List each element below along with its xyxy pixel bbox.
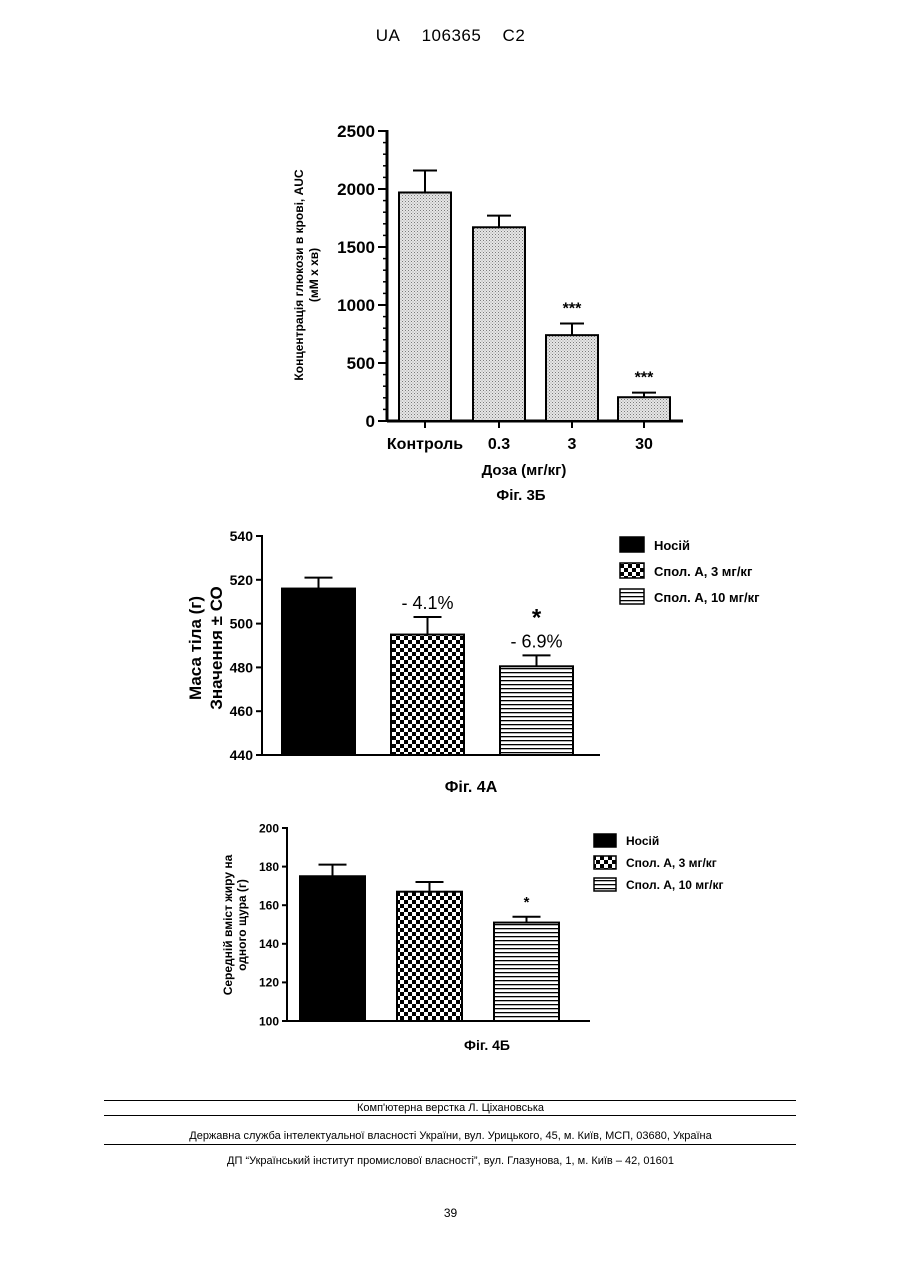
bar [473,227,525,421]
footer-rule-1 [104,1100,796,1101]
legend-swatch [594,878,616,891]
x-tick-label: 0.3 [488,436,510,453]
x-tick-label: Контроль [387,436,463,453]
x-tick-label: 3 [568,436,577,453]
legend-swatch [620,537,644,552]
bar [500,666,573,755]
y-axis-label-line-1: Концентрація глюкози в крові, AUC [292,169,306,380]
y-tick-label: 520 [230,572,254,588]
y-axis-label-line-2: (мМ х хв) [307,248,321,302]
legend-label: Спол. А, 3 мг/кг [626,856,717,870]
y-axis-label-line-2: одного щура (г) [235,879,249,971]
y-tick-label: 0 [366,412,375,431]
footer-rule-2 [104,1115,796,1116]
x-tick-label: 30 [635,436,653,453]
y-tick-label: 500 [347,354,375,373]
y-axis-label-line-2: Значення ± СО [207,586,226,710]
y-tick-label: 180 [259,860,279,874]
significance-marker: * [532,604,542,631]
bar [399,192,451,421]
figures-canvas: Концентрація глюкози в крові, AUC (мМ х … [0,0,901,1090]
bar [391,635,464,755]
significance-marker: *** [635,370,654,387]
y-tick-label: 460 [230,703,254,719]
y-tick-label: 2000 [337,180,375,199]
footer-typesetter: Комп'ютерна верстка Л. Ціхановська [0,1102,901,1114]
legend-label: Спол. А, 3 мг/кг [654,564,753,579]
legend-label: Спол. А, 10 мг/кг [654,590,760,605]
footer-institute: ДП “Український інститут промислової вла… [0,1155,901,1167]
legend-swatch [594,856,616,869]
y-tick-label: 140 [259,937,279,951]
y-tick-label: 440 [230,747,254,763]
significance-marker: * [524,894,530,911]
bar [618,397,670,421]
bar [300,876,365,1021]
x-axis-label: Доза (мг/кг) [482,462,567,479]
y-tick-label: 480 [230,659,254,675]
footer-agency: Державна служба інтелектуальної власност… [0,1130,901,1142]
bar [494,923,559,1021]
y-tick-label: 120 [259,976,279,990]
y-tick-label: 1000 [337,296,375,315]
y-tick-label: 200 [259,821,279,835]
legend-label: Носій [654,538,690,553]
figure-4a-chart: Маса тіла (г) Значення ± СО Фіг. 4А 440 4… [186,528,760,796]
footer-rule-3 [104,1144,796,1145]
legend-swatch [620,563,644,578]
y-tick-label: 1500 [337,238,375,257]
y-axis-label-line-1: Середній вміст жиру на [221,854,235,995]
percent-change-label: - 4.1% [401,593,453,613]
bar [282,589,355,755]
figure-caption: Фіг. 4А [445,779,498,796]
y-tick-label: 160 [259,899,279,913]
legend-label: Носій [626,834,659,848]
y-tick-label: 100 [259,1014,279,1028]
significance-marker: *** [563,301,582,318]
figure-3b-chart: Концентрація глюкози в крові, AUC (мМ х … [292,122,683,504]
legend-swatch [594,834,616,847]
y-tick-label: 2500 [337,122,375,141]
y-tick-label: 540 [230,528,254,544]
bar [546,335,598,421]
page-number: 39 [0,1206,901,1220]
figure-caption: Фіг. 4Б [464,1037,510,1053]
figure-caption: Фіг. 3Б [496,487,545,504]
bar [397,892,462,1021]
figure-4b-chart: Середній вміст жиру на одного щура (г) Ф… [221,821,723,1053]
y-tick-label: 500 [230,616,254,632]
percent-change-label: - 6.9% [510,631,562,651]
legend-label: Спол. А, 10 мг/кг [626,878,723,892]
legend-swatch [620,589,644,604]
y-axis-label-line-1: Маса тіла (г) [186,596,205,700]
